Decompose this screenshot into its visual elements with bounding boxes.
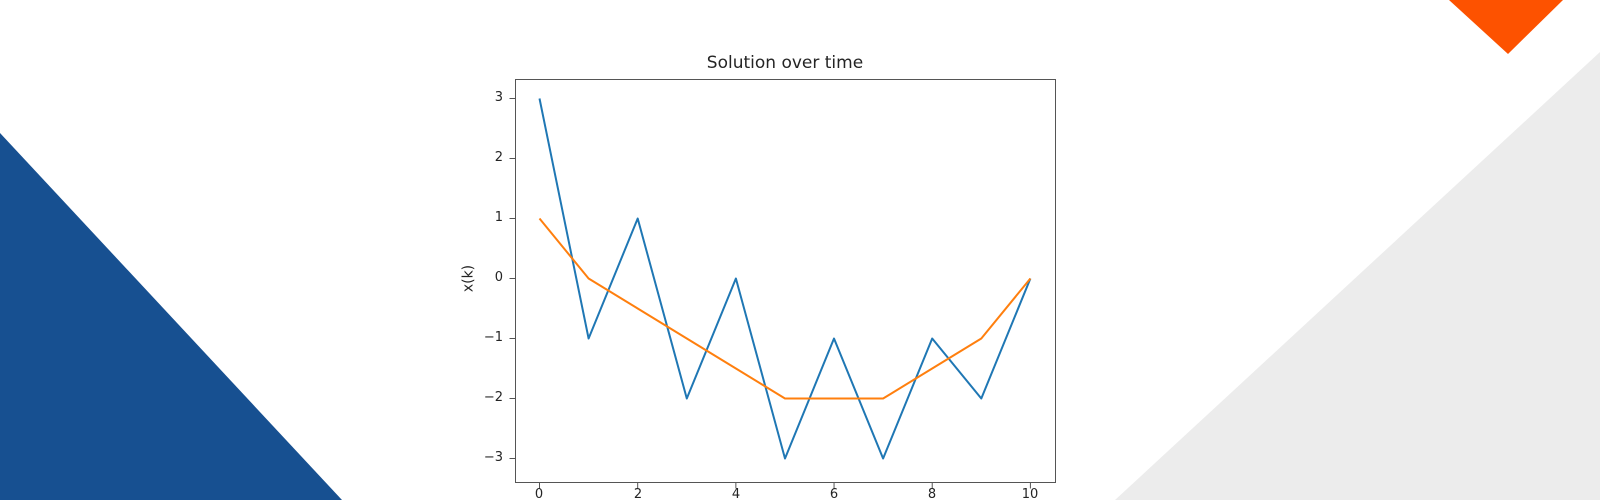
y-tick-label: −1 bbox=[483, 330, 503, 345]
orange-corner-triangle bbox=[1449, 0, 1563, 54]
line-state-trajectory-1 bbox=[538, 98, 1032, 460]
x-tick-label: 0 bbox=[534, 487, 544, 500]
x-tick-label: 8 bbox=[927, 487, 937, 500]
y-tick-label: 3 bbox=[494, 90, 503, 105]
axes-frame bbox=[515, 79, 1056, 483]
x-tick-label: 2 bbox=[633, 487, 643, 500]
y-tick-label: −3 bbox=[483, 450, 503, 465]
x-tick-label: 6 bbox=[829, 487, 839, 500]
y-tick-label: 0 bbox=[494, 270, 503, 285]
x-tick-label: 10 bbox=[1021, 487, 1039, 500]
chart-title: Solution over time bbox=[706, 53, 864, 73]
gray-corner-triangle bbox=[1115, 52, 1600, 500]
line-state-trajectory-2 bbox=[538, 217, 1032, 400]
y-tick-label: −2 bbox=[483, 390, 503, 405]
y-tick-label: 2 bbox=[494, 150, 503, 165]
navy-corner-triangle bbox=[0, 133, 342, 500]
x-tick-label: 4 bbox=[731, 487, 741, 500]
y-tick-label: 1 bbox=[494, 210, 503, 225]
